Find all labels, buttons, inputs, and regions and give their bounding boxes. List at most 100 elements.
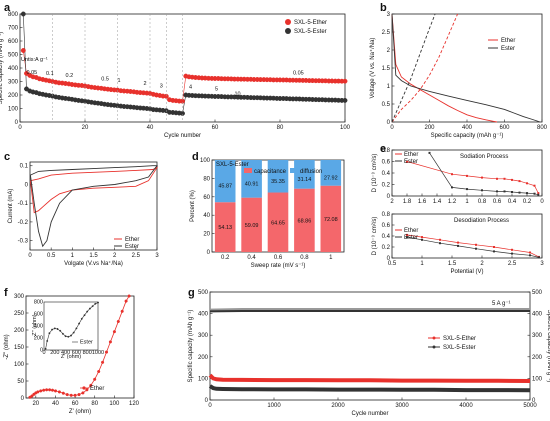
x-axis-label: Sweep rate (mV s⁻¹) — [251, 263, 306, 269]
x-tick-label: 2.5 — [508, 261, 517, 267]
x-tick-label: 1.4 — [433, 199, 442, 205]
y-tick-label: 1 — [387, 84, 391, 90]
inset-ester-point — [88, 307, 91, 310]
x-tick-label: 80 — [277, 125, 284, 131]
data-label-capacitance: 64.65 — [271, 220, 285, 226]
bar-capacitance — [241, 197, 262, 252]
legend-label-ester: Ester — [404, 235, 418, 241]
panel-label-b: b — [380, 2, 387, 14]
right-y-tick-label: 400 — [532, 312, 543, 318]
y-tick-label: -0.3 — [18, 239, 29, 245]
x-tick-label: 60 — [212, 125, 219, 131]
x-tick-label: 400 — [462, 125, 473, 131]
y-axis-label: D (10⁻⁹ cm²/s) — [371, 217, 378, 256]
chart-title: Desodiation Process — [454, 218, 509, 224]
ether-point — [342, 78, 348, 84]
y-tick-label: 40 — [203, 213, 210, 219]
inset-legend-label: Ester — [80, 340, 93, 346]
y-tick-label: 0.2 — [382, 245, 391, 251]
y-tick-label: 0.5 — [382, 102, 391, 108]
y-tick-label: 300 — [198, 333, 209, 339]
data-label-diffusion: 45.87 — [218, 184, 232, 190]
x-tick-label: 0.4 — [508, 199, 517, 205]
x-axis-label: Cycle number — [351, 411, 388, 417]
inset-x-axis-label: Z' (ohm) — [61, 354, 81, 360]
inset-ester-point — [75, 327, 78, 330]
y-tick-label: 2.5 — [382, 30, 391, 36]
legend-label-ester: SXL-5-Ester — [443, 345, 476, 351]
data-label-diffusion: 27.92 — [324, 175, 338, 181]
data-label-diffusion: 35.35 — [271, 179, 285, 185]
inset-ester-point — [51, 328, 54, 331]
y-axis-label: -Z'' (ohm) — [4, 334, 10, 359]
y-tick-label: 200 — [198, 355, 209, 361]
x-tick-label: 4000 — [459, 403, 473, 409]
y-tick-label: 0.4 — [382, 171, 391, 177]
x-tick-label: 0.2 — [221, 255, 230, 261]
inset-ester-point — [53, 327, 56, 330]
series-line-ether — [406, 234, 540, 258]
x-tick-label: 1.8 — [403, 199, 412, 205]
x-tick-label: 0 — [390, 125, 394, 131]
panel-label-e: e — [380, 143, 386, 155]
rate-label: 1 — [118, 78, 121, 84]
ether-point — [57, 390, 61, 394]
right-y-tick-label: 0 — [532, 398, 536, 404]
ether-point — [97, 369, 101, 374]
ether-point — [61, 391, 65, 395]
inset-y-tick-label: 600 — [34, 312, 43, 318]
x-tick-label: 600 — [499, 125, 510, 131]
x-tick-label: 0.6 — [493, 199, 502, 205]
y-tick-label: 0 — [21, 396, 25, 402]
legend-label-ether: Ether — [404, 228, 418, 234]
bar-capacitance — [320, 185, 342, 252]
y-tick-label: -0.1 — [18, 201, 29, 207]
series-line-ether — [391, 13, 459, 123]
panel-label-c: c — [4, 151, 10, 163]
panel-label-g: g — [188, 287, 195, 299]
legend-label-ether: SXL-5-Ether — [294, 20, 327, 26]
legend-label-ether: Ether — [90, 386, 104, 392]
chart-c: 0 0.5 1 1.5 2 2.5 3 -0.3 -0.2 -0.1 0 0.1 Volgate (V.… — [8, 161, 159, 267]
y-tick-label: 700 — [8, 26, 19, 32]
y-tick-label: 200 — [14, 328, 25, 334]
ether-point — [65, 393, 69, 397]
y-tick-label: 0 — [207, 250, 211, 256]
y-tick-label: 300 — [14, 294, 25, 300]
ether-point — [120, 309, 124, 313]
legend-label-capacitance: capacitance — [254, 169, 287, 175]
rate-label: 0.05 — [27, 70, 38, 76]
ether-point — [39, 389, 43, 393]
y-tick-label: 150 — [14, 345, 25, 351]
y-tick-label: 100 — [14, 362, 25, 368]
ether-point — [36, 390, 40, 394]
y-axis-label: Current (mA) — [8, 189, 14, 224]
chart-f: 20 40 60 80 100 120 0 50 100 150 200 250 300 Z' (ohm)… — [4, 294, 140, 415]
panel-label-f: f — [4, 287, 8, 299]
legend-swatch-diffusion — [290, 168, 298, 173]
y-tick-label: 200 — [8, 93, 19, 99]
ce-band-ether — [209, 307, 530, 313]
inset-ester-point — [94, 302, 97, 305]
y-tick-label: 0 — [25, 182, 29, 188]
x-tick-label: 40 — [52, 401, 59, 407]
legend-marker-ether — [432, 336, 436, 340]
x-tick-label: 1.5 — [89, 253, 98, 259]
rate-annotation: 5 A g⁻¹ — [492, 301, 511, 307]
rate-label: 5 — [215, 87, 218, 93]
y-tick-label: 60 — [203, 195, 210, 201]
inset-ester-point — [67, 335, 70, 338]
x-tick-label: 1 — [71, 253, 75, 259]
chart-a: 0 20 40 60 80 100 0 100 200 300 400 500 600 700 800 Cyc… — [0, 11, 351, 139]
ether-point — [101, 360, 105, 364]
ether-point — [42, 388, 46, 392]
series-line-ester — [29, 165, 158, 248]
ether-point — [50, 388, 55, 392]
x-axis-label: Potential (V) — [450, 269, 483, 275]
inset-ester-point — [48, 332, 51, 335]
data-label-diffusion: 40.91 — [245, 181, 259, 187]
